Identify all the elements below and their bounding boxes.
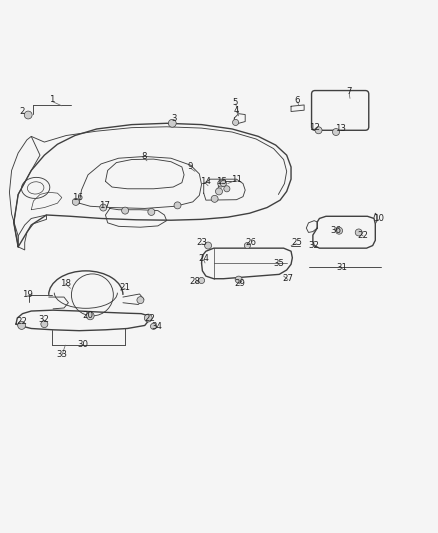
Text: 32: 32 xyxy=(38,315,49,324)
Circle shape xyxy=(205,242,212,249)
Text: 29: 29 xyxy=(234,279,245,288)
Circle shape xyxy=(244,243,251,248)
Circle shape xyxy=(211,195,218,203)
Text: 5: 5 xyxy=(233,98,238,107)
Circle shape xyxy=(122,207,129,214)
Text: 27: 27 xyxy=(283,274,293,283)
Text: 15: 15 xyxy=(215,177,227,186)
Text: 11: 11 xyxy=(231,175,242,184)
Circle shape xyxy=(168,119,176,127)
Text: 25: 25 xyxy=(291,238,302,247)
Circle shape xyxy=(220,181,226,187)
Circle shape xyxy=(86,312,94,320)
Text: 2: 2 xyxy=(20,107,25,116)
Text: 36: 36 xyxy=(331,226,342,235)
Circle shape xyxy=(336,227,343,234)
Text: 24: 24 xyxy=(198,254,209,263)
Circle shape xyxy=(224,185,230,192)
Circle shape xyxy=(72,198,79,205)
Text: 19: 19 xyxy=(22,290,33,300)
Circle shape xyxy=(174,202,181,209)
Text: 14: 14 xyxy=(200,177,211,186)
Text: 30: 30 xyxy=(77,340,88,349)
Text: 3: 3 xyxy=(172,115,177,124)
Text: 22: 22 xyxy=(357,231,369,239)
Text: 13: 13 xyxy=(335,125,346,133)
Text: 6: 6 xyxy=(295,96,300,105)
Circle shape xyxy=(235,276,242,283)
Text: 22: 22 xyxy=(16,317,27,326)
Text: 18: 18 xyxy=(60,279,71,288)
Circle shape xyxy=(218,180,225,187)
Text: 1: 1 xyxy=(49,95,55,104)
Circle shape xyxy=(41,321,48,328)
Text: 16: 16 xyxy=(71,193,83,202)
Circle shape xyxy=(355,229,362,236)
Circle shape xyxy=(100,204,107,211)
Text: 17: 17 xyxy=(99,201,110,210)
Circle shape xyxy=(315,127,322,134)
Circle shape xyxy=(332,128,339,135)
Circle shape xyxy=(150,323,156,329)
Text: 7: 7 xyxy=(346,87,352,96)
Text: 31: 31 xyxy=(337,263,348,272)
Text: 20: 20 xyxy=(82,311,94,320)
Text: 4: 4 xyxy=(234,106,239,115)
Text: 32: 32 xyxy=(309,241,320,250)
Circle shape xyxy=(215,188,223,195)
Circle shape xyxy=(148,208,155,215)
Circle shape xyxy=(24,111,32,119)
Text: 12: 12 xyxy=(309,123,320,132)
Text: 23: 23 xyxy=(196,238,207,247)
Text: 21: 21 xyxy=(120,283,131,292)
Text: 28: 28 xyxy=(190,277,201,286)
Circle shape xyxy=(18,321,25,329)
Text: 33: 33 xyxy=(57,350,67,359)
Text: 9: 9 xyxy=(188,163,193,172)
Circle shape xyxy=(198,277,205,284)
Text: 35: 35 xyxy=(274,259,285,268)
Text: 22: 22 xyxy=(145,313,155,322)
Text: 10: 10 xyxy=(373,214,384,223)
Circle shape xyxy=(233,119,239,125)
Circle shape xyxy=(145,314,152,322)
Text: 34: 34 xyxy=(152,322,162,331)
Text: 8: 8 xyxy=(141,152,147,161)
Circle shape xyxy=(137,297,144,304)
Text: 26: 26 xyxy=(245,238,256,247)
